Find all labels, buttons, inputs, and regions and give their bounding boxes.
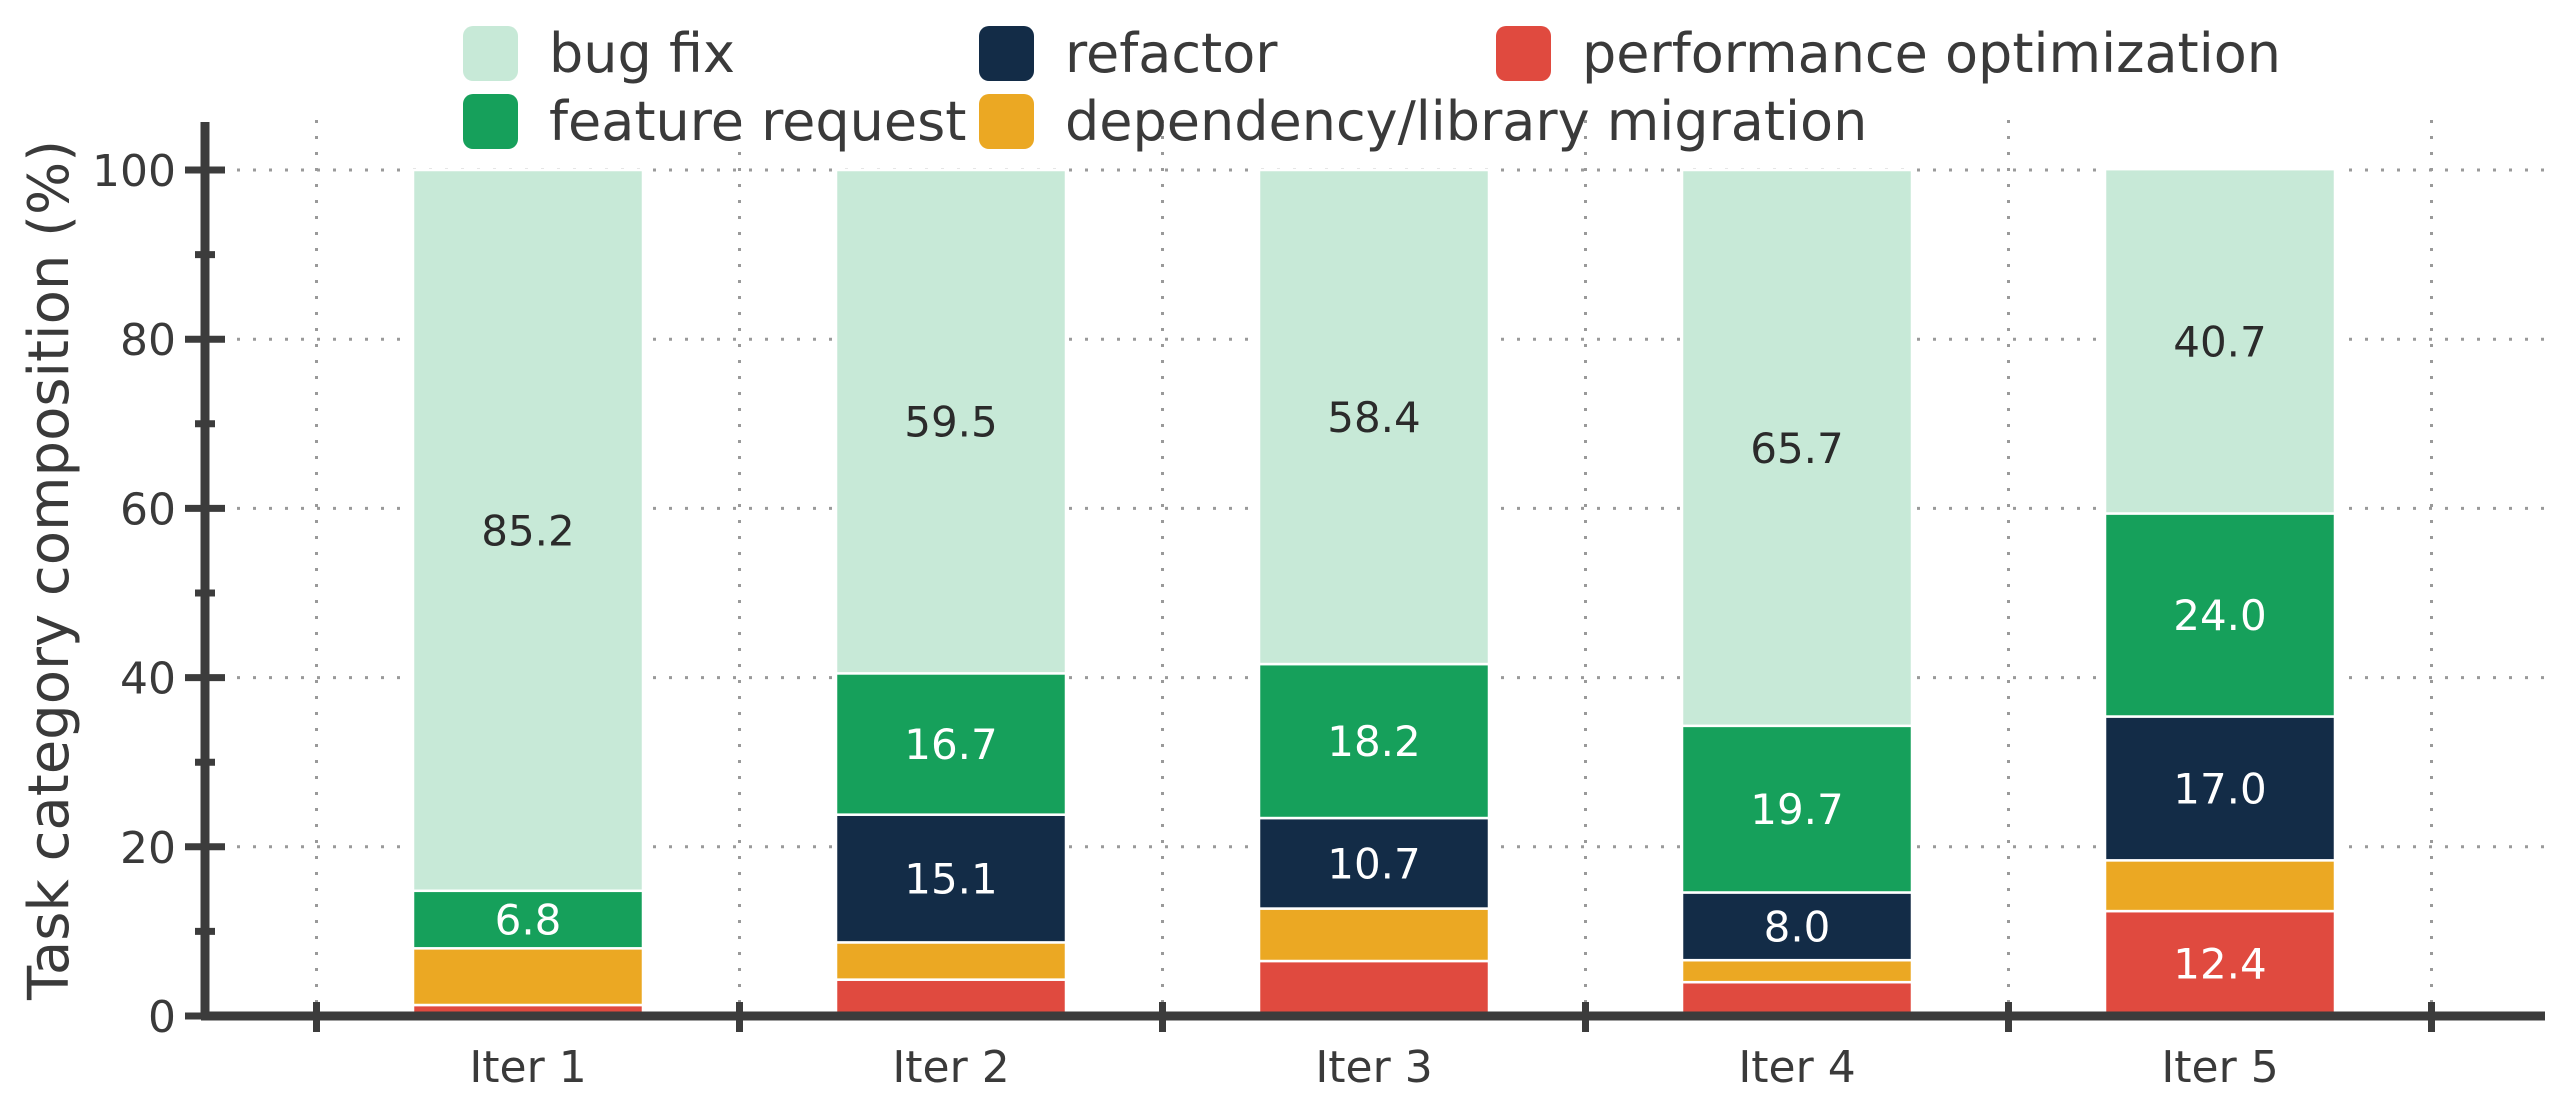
bar-segment-feature-request — [1257, 662, 1491, 820]
data-label: 8.0 — [1764, 902, 1831, 951]
data-label: 17.0 — [2173, 764, 2267, 813]
y-tick-label: 100 — [92, 146, 176, 197]
bar-segment-refactor — [2103, 715, 2337, 862]
legend-swatch-feature-request — [463, 94, 518, 149]
bar-segment-refactor — [1680, 891, 1914, 962]
bar-segment-performance-optimization — [1257, 959, 1491, 1018]
x-tick-label: Iter 5 — [2161, 1042, 2278, 1093]
bar-segment-feature-request — [2103, 512, 2337, 718]
data-label: 10.7 — [1327, 839, 1421, 888]
legend-label-dependency-library-migration: dependency/library migration — [1065, 90, 1867, 153]
bar-segment-bug-fix — [411, 168, 645, 893]
data-label: 65.7 — [1750, 424, 1844, 473]
x-tick-label: Iter 3 — [1315, 1042, 1432, 1093]
bar-segment-bug-fix — [1257, 168, 1491, 666]
data-label: 40.7 — [2173, 317, 2267, 366]
legend-swatch-bug-fix — [463, 26, 518, 81]
y-tick-label: 20 — [120, 823, 176, 874]
x-tick-label: Iter 4 — [1738, 1042, 1855, 1093]
bar-segment-dependency-library-migration — [2103, 859, 2337, 913]
legend-label-feature-request: feature request — [549, 90, 966, 153]
data-label: 85.2 — [481, 506, 575, 555]
data-label: 24.0 — [2173, 591, 2267, 640]
legend-swatch-refactor — [979, 26, 1034, 81]
bar-segment-performance-optimization — [834, 978, 1068, 1018]
bar-segment-feature-request — [411, 889, 645, 950]
legend-swatch-dependency-library-migration — [979, 94, 1034, 149]
bar-segment-performance-optimization — [2103, 909, 2337, 1018]
y-tick-label: 40 — [120, 654, 176, 705]
bar-segment-refactor — [1257, 816, 1491, 910]
y-tick-label: 80 — [120, 315, 176, 366]
legend: bug fix refactor performance optimization f… — [463, 22, 2281, 153]
bar-segment-bug-fix — [834, 168, 1068, 675]
legend-label-performance-optimization: performance optimization — [1582, 22, 2281, 85]
data-label: 19.7 — [1750, 785, 1844, 834]
data-label: 6.8 — [495, 896, 562, 945]
data-label: 12.4 — [2173, 940, 2267, 989]
bar-segment-feature-request — [1680, 724, 1914, 894]
bars-layer: 6.8 85.2 15.1 16.7 59.5 10.7 18.2 58.4 8.0 19.7 65… — [411, 167, 2337, 1018]
bar-segment-dependency-library-migration — [411, 947, 645, 1007]
bar-segment-dependency-library-migration — [834, 941, 1068, 981]
legend-label-refactor: refactor — [1065, 22, 1278, 85]
data-label: 59.5 — [904, 398, 998, 447]
data-label: 15.1 — [904, 855, 998, 904]
legend-swatch-performance-optimization — [1496, 26, 1551, 81]
legend-label-bug-fix: bug fix — [549, 22, 735, 85]
bar-segment-performance-optimization — [1680, 980, 1914, 1018]
bar-segment-dependency-library-migration — [1257, 907, 1491, 963]
x-tick-label: Iter 2 — [892, 1042, 1009, 1093]
data-label: 58.4 — [1327, 393, 1421, 442]
bar-segment-dependency-library-migration — [1680, 958, 1914, 984]
bar-segment-bug-fix — [1680, 168, 1914, 728]
bar-segment-refactor — [834, 813, 1068, 944]
x-tick-label: Iter 1 — [469, 1042, 586, 1093]
axes-layer: 0 20 40 60 80 100 Iter 1 Iter 2 Iter 3 Iter 4 Iter… — [92, 122, 2545, 1093]
data-label: 16.7 — [904, 720, 998, 769]
y-tick-label: 0 — [148, 992, 176, 1043]
y-tick-label: 60 — [120, 484, 176, 535]
data-label: 18.2 — [1327, 717, 1421, 766]
bar-segment-feature-request — [834, 672, 1068, 816]
y-axis-title: Task category composition (%) — [17, 140, 82, 1001]
bar-segment-bug-fix — [2103, 167, 2337, 515]
